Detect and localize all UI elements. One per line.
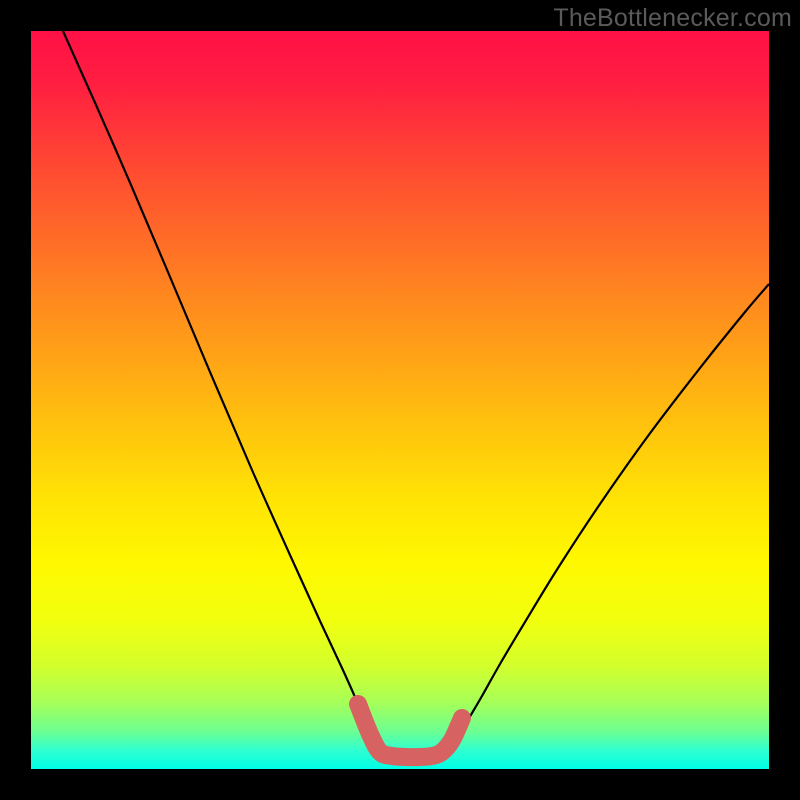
gradient-background <box>31 31 769 769</box>
chart-frame: TheBottlenecker.com <box>0 0 800 800</box>
watermark-text: TheBottlenecker.com <box>553 4 792 33</box>
chart-svg <box>0 0 800 800</box>
